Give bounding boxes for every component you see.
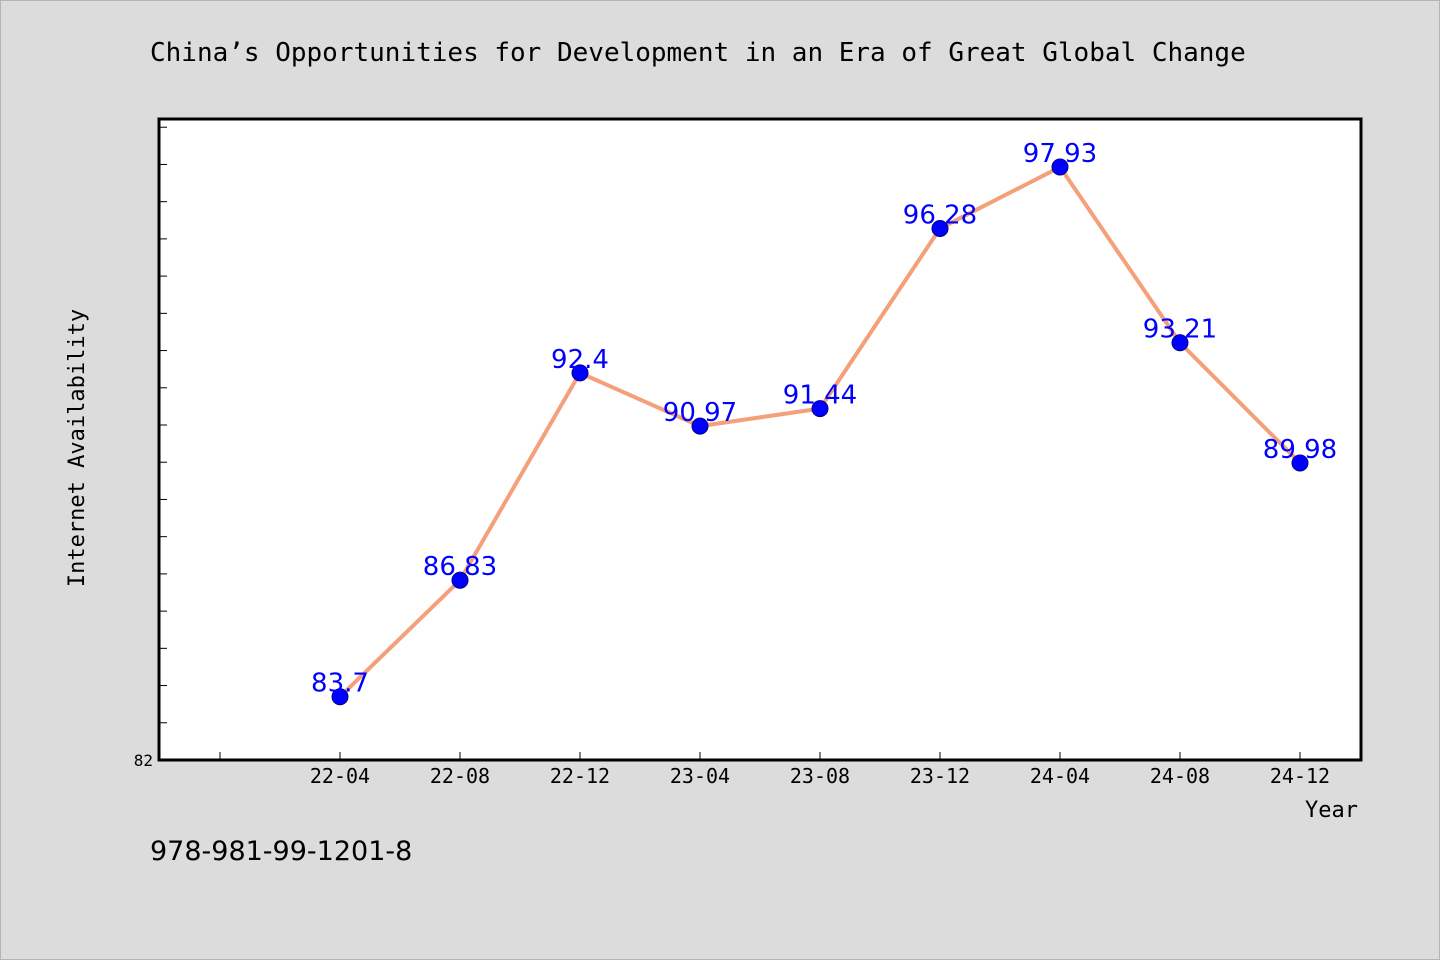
data-label: 86.83 (423, 552, 497, 582)
x-tick-label: 22-12 (550, 764, 610, 788)
x-tick-label: 23-04 (670, 764, 730, 788)
data-point (811, 400, 829, 418)
x-tick-label: 22-08 (430, 764, 490, 788)
x-tick-label: 22-04 (310, 764, 370, 788)
data-point (1171, 334, 1189, 352)
series-line-group (331, 158, 1309, 706)
x-tick-label: 24-08 (1150, 764, 1210, 788)
plot-area (157, 117, 1363, 762)
data-point (931, 219, 949, 237)
data-label: 92.4 (551, 345, 609, 375)
data-point (451, 571, 469, 589)
x-axis-label: Year (1305, 798, 1358, 823)
chart-title: China’s Opportunities for Development in… (150, 38, 1246, 68)
x-axis-ticks: 22-04 22-08 22-12 23-04 23-08 23-12 24-04 24-08… (219, 752, 1330, 788)
y-axis-ticks (159, 126, 167, 724)
x-tick-label: 24-04 (1030, 764, 1090, 788)
data-point (1291, 454, 1309, 472)
x-tick-label: 24-12 (1270, 764, 1330, 788)
data-label: 83.7 (311, 669, 369, 699)
data-point (331, 688, 349, 706)
data-label: 91.44 (783, 381, 857, 411)
y-tick-label: 82 (134, 751, 153, 770)
data-point (691, 417, 709, 435)
data-point (571, 364, 589, 382)
data-label: 89.98 (1263, 435, 1337, 465)
x-tick-label: 23-08 (790, 764, 850, 788)
data-label: 93.21 (1143, 315, 1217, 345)
data-label: 90.97 (663, 398, 737, 428)
data-label: 97.93 (1023, 139, 1097, 169)
isbn-text: 978-981-99-1201-8 (150, 836, 413, 867)
data-label: 96.28 (903, 200, 977, 230)
data-labels: 83.7 86.83 92.4 90.97 91.44 96.28 97.93 93.21 89… (311, 139, 1337, 699)
data-point (1051, 158, 1069, 176)
y-axis-label: Internet Availability (65, 309, 90, 587)
x-tick-label: 23-12 (910, 764, 970, 788)
